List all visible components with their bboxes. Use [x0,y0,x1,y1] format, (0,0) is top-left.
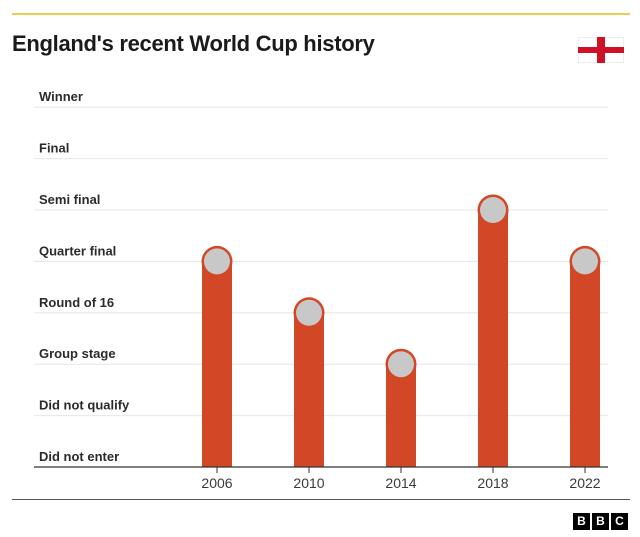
bar [202,261,232,467]
x-tick-label: 2006 [201,475,232,491]
chart-title: England's recent World Cup history [12,31,375,56]
bbc-logo: B B C [573,513,628,530]
x-tick-label: 2022 [569,475,600,491]
bar [294,312,324,467]
bar [570,261,600,467]
bbc-logo-letter: B [573,513,590,530]
y-level-label: Winner [39,89,83,104]
y-level-label: Quarter final [39,243,116,258]
y-level-label: Semi final [39,192,100,207]
bottom-rule [12,499,630,500]
bar-marker [480,197,506,223]
x-tick-label: 2010 [293,475,324,491]
y-level-label: Did not qualify [39,398,130,413]
bbc-logo-letter: C [611,513,628,530]
bar-marker [572,248,598,275]
x-tick-label: 2014 [385,475,416,491]
bar-marker [204,248,230,275]
england-flag-icon [578,37,624,63]
y-level-label: Group stage [39,346,116,361]
y-level-label: Did not enter [39,449,119,464]
x-tick-label: 2018 [477,475,508,491]
bar [478,210,508,467]
top-accent-rule [12,13,630,15]
bbc-logo-letter: B [592,513,609,530]
bar [386,364,416,467]
y-level-label: Final [39,141,69,156]
bar-marker [388,351,414,378]
y-level-label: Round of 16 [39,295,114,310]
bar-marker [296,299,322,326]
